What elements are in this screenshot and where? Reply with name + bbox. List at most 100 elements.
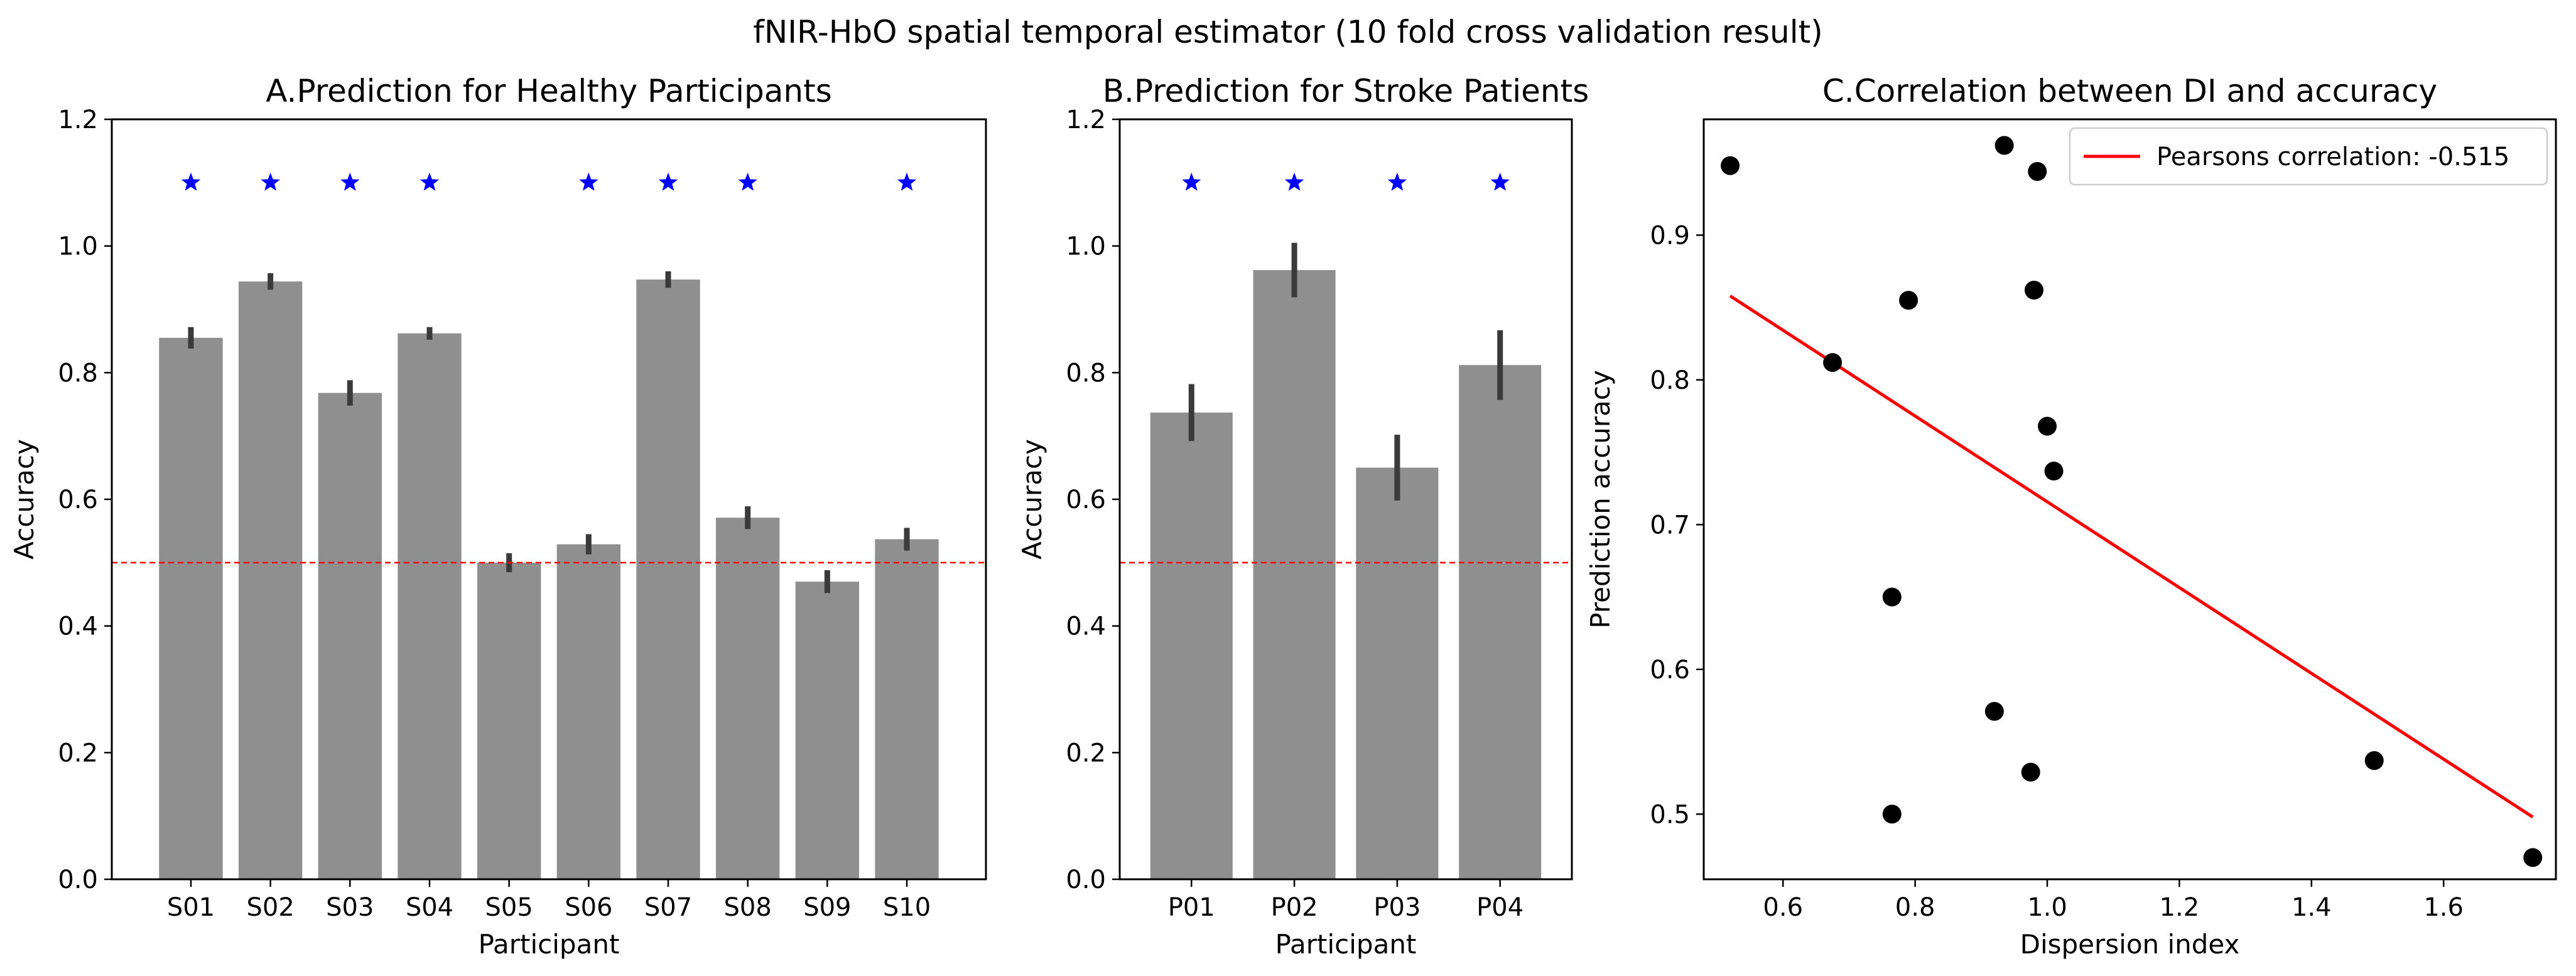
x-tick-label: S03 [326, 893, 374, 922]
x-tick-label: P02 [1271, 893, 1318, 922]
significance-star-icon [579, 172, 598, 191]
x-tick-label: S07 [644, 893, 692, 922]
panel-c-correlation: C.Correlation between DI and accuracy 0.5… [1585, 73, 2557, 960]
x-axis-label: Participant [1275, 929, 1417, 960]
legend: Pearsons correlation: -0.515 [2069, 127, 2548, 186]
y-tick-label: 0.2 [1066, 739, 1106, 767]
y-tick-label: 0.0 [58, 865, 98, 894]
bar-s07 [636, 279, 700, 879]
scatter-point [1823, 353, 1843, 372]
y-tick-label: 0.8 [1066, 359, 1106, 388]
significance-star-icon [419, 172, 440, 191]
x-tick-label: 1.4 [2292, 893, 2332, 922]
bar-s05 [477, 562, 541, 879]
scatter-point [2364, 751, 2384, 771]
x-axis-label: Dispersion index [2020, 929, 2240, 960]
y-tick-label: 0.5 [1650, 800, 1690, 829]
x-tick-label: S09 [803, 893, 851, 922]
legend-label: Pearsons correlation: -0.515 [2157, 143, 2509, 171]
bar-s08 [716, 518, 780, 879]
panel-title: A.Prediction for Healthy Participants [266, 73, 832, 109]
y-tick-label: 0.7 [1650, 511, 1690, 540]
significance-star-icon [1284, 172, 1304, 191]
scatter-point [1899, 291, 1918, 310]
x-tick-label: 1.6 [2423, 893, 2464, 922]
y-tick-label: 1.0 [58, 232, 98, 261]
panel-title: B.Prediction for Stroke Patients [1103, 73, 1589, 109]
significance-star-icon [897, 172, 917, 191]
bar-p04 [1459, 365, 1542, 879]
scatter-point [1994, 136, 2014, 155]
y-tick-label: 0.2 [58, 739, 98, 767]
significance-star-icon [261, 172, 280, 191]
scatter-point [2021, 762, 2040, 782]
y-tick-label: 0.9 [1650, 221, 1690, 250]
regression-line [1729, 295, 2534, 818]
x-tick-label: S01 [167, 893, 215, 922]
x-tick-label: P01 [1168, 893, 1215, 922]
x-tick-label: P04 [1476, 893, 1523, 922]
bar-s04 [398, 333, 462, 879]
bar-p02 [1253, 269, 1336, 879]
panel-title: C.Correlation between DI and accuracy [1822, 73, 2437, 109]
scatter-point [1882, 587, 1902, 607]
bar-s06 [556, 544, 621, 879]
x-tick-label: S04 [406, 893, 453, 922]
significance-star-icon [1182, 172, 1201, 191]
x-tick-label: 0.8 [1895, 893, 1935, 922]
axes-frame [111, 118, 987, 881]
significance-star-icon [658, 172, 678, 191]
figure-title: fNIR-HbO spatial temporal estimator (10 … [753, 14, 1822, 50]
x-tick-label: S06 [565, 893, 612, 922]
bar-p01 [1150, 412, 1233, 879]
y-tick-label: 0.6 [1650, 656, 1690, 685]
panel-a-healthy-participants: A.Prediction for Healthy Participants 0.0… [9, 73, 987, 960]
y-axis-label: Prediction accuracy [1585, 370, 1616, 629]
y-tick-label: 0.4 [58, 612, 98, 641]
y-axis-label: Accuracy [9, 439, 40, 560]
bar-s10 [875, 539, 939, 879]
significance-star-icon [1387, 172, 1407, 191]
scatter-point [2523, 848, 2543, 867]
scatter-point [2028, 161, 2047, 181]
panel-b-stroke-patients: B.Prediction for Stroke Patients 0.0 0.2 0.… [1017, 73, 1589, 960]
scatter-point [2044, 462, 2064, 481]
y-tick-label: 0.8 [58, 359, 98, 388]
y-tick-label: 0.8 [1650, 366, 1690, 395]
axes-frame [1702, 118, 2557, 881]
x-tick-label: S05 [485, 893, 533, 922]
bar-s09 [795, 582, 860, 879]
y-tick-label: 1.0 [1066, 232, 1106, 261]
y-tick-label: 0.4 [1066, 612, 1106, 641]
y-tick-label: 0.6 [58, 485, 98, 514]
y-axis-label: Accuracy [1017, 439, 1047, 560]
x-tick-label: S02 [246, 893, 294, 922]
y-tick-label: 0.0 [1066, 865, 1106, 894]
significance-star-icon [1490, 172, 1510, 191]
y-tick-label: 0.6 [1066, 485, 1106, 514]
bar-s01 [159, 337, 223, 879]
x-tick-label: S10 [883, 893, 931, 922]
x-tick-label: 1.2 [2160, 893, 2200, 922]
x-tick-label: 1.0 [2027, 893, 2067, 922]
y-tick-label: 1.2 [58, 106, 98, 134]
bar-p03 [1356, 467, 1439, 879]
x-tick-label: 0.6 [1763, 893, 1803, 922]
bar-s02 [238, 281, 303, 880]
scatter-point [1984, 702, 2004, 721]
significance-star-icon [738, 172, 757, 191]
bar-s03 [318, 393, 382, 879]
x-tick-label: P03 [1373, 893, 1421, 922]
scatter-point [2038, 416, 2057, 436]
x-axis-label: Participant [479, 929, 620, 960]
scatter-point [1721, 156, 1740, 175]
x-tick-label: S08 [724, 893, 772, 922]
axes-frame [1118, 118, 1573, 881]
scatter-point [1882, 805, 1902, 824]
significance-star-icon [340, 172, 360, 191]
scatter-point [2024, 280, 2043, 300]
legend-box [2069, 127, 2548, 186]
y-tick-label: 1.2 [1066, 106, 1106, 134]
significance-star-icon [181, 172, 201, 191]
